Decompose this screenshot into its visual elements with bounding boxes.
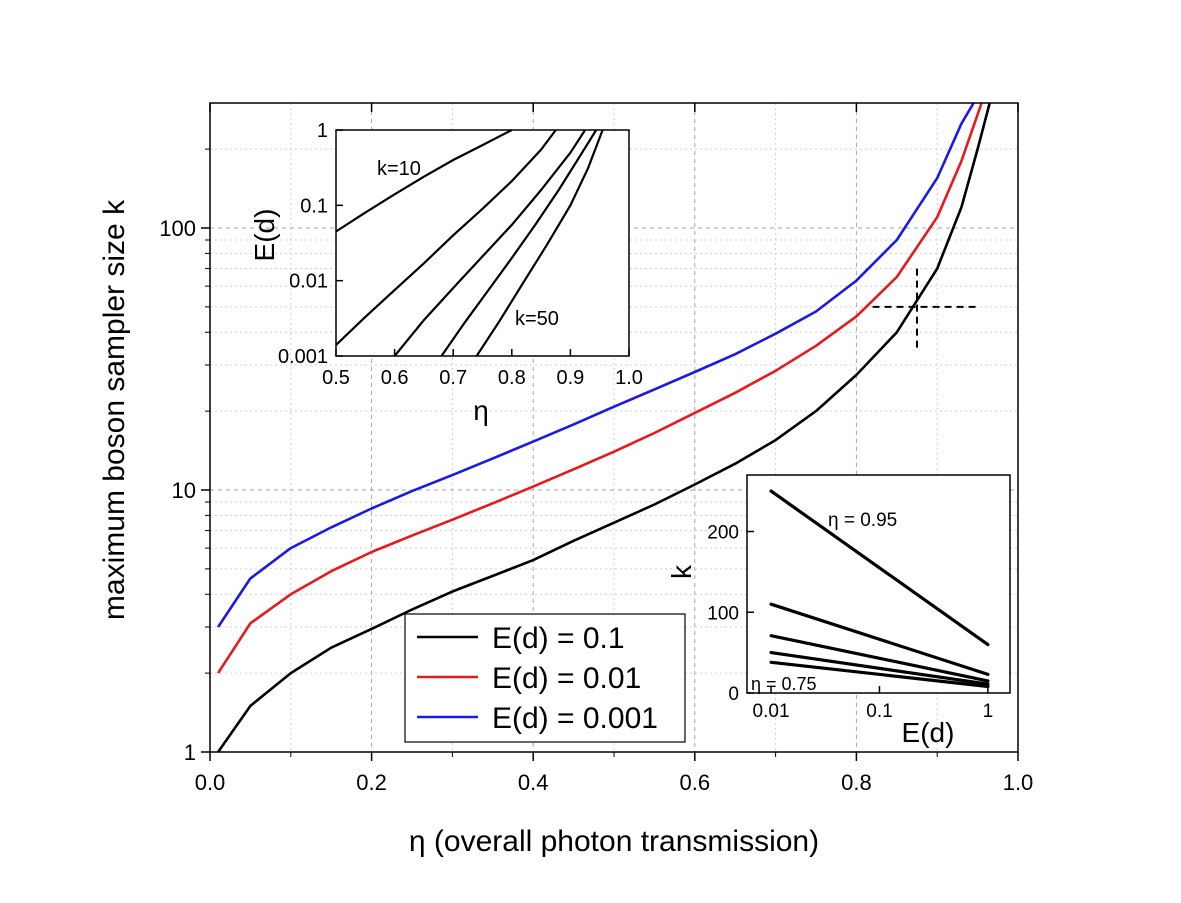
legend-label: E(d) = 0.1 (492, 622, 625, 655)
inset-error-vs-eta: 0.5 0.6 0.7 0.8 0.9 1.0 0.001 0.01 0.1 1 η E(d) k… (249, 120, 643, 426)
inset2-x-tick-label: 1 (983, 701, 994, 722)
x-tick-label: 0.8 (841, 770, 872, 795)
y-tick-label: 100 (159, 216, 196, 241)
inset1-curves (335, 129, 604, 357)
x-axis-label: η (overall photon transmission) (409, 825, 819, 858)
x-tick-label: 0.0 (195, 770, 226, 795)
crosshair-annotation (872, 268, 978, 351)
inset2-label-eta075: η = 0.75 (751, 674, 817, 694)
inset1-series-line (335, 129, 513, 233)
inset1-x-tick-label: 0.5 (322, 367, 350, 389)
inset1-series-line (393, 129, 587, 357)
inset2-axes: 0.01 0.1 1 0 100 200 (707, 523, 993, 722)
inset2-x-tick-label: 0.1 (866, 701, 892, 722)
x-tick-label: 0.4 (518, 770, 549, 795)
inset2-curves (769, 489, 990, 689)
legend: E(d) = 0.1 E(d) = 0.01 E(d) = 0.001 (404, 613, 686, 743)
inset1-y-tick-label: 0.001 (278, 346, 328, 368)
series-line (217, 102, 983, 674)
inset1-series-line (475, 129, 604, 357)
inset1-label-k10: k=10 (377, 158, 421, 180)
inset2-y-axis-label: k (666, 564, 697, 579)
inset1-x-tick-label: 0.8 (498, 367, 526, 389)
inset2-series-line (769, 634, 990, 683)
inset1-frame (335, 129, 630, 357)
x-tick-label: 0.6 (680, 770, 711, 795)
inset1-background (336, 130, 629, 356)
inset1-series-line (440, 129, 598, 357)
inset1-y-tick-label: 1 (317, 120, 328, 142)
inset1-x-axis-label: η (473, 395, 489, 426)
inset2-series-line (769, 602, 990, 677)
inset1-y-axis-label: E(d) (249, 209, 280, 262)
inset1-y-tick-label: 0.01 (289, 271, 328, 293)
y-tick-label: 1 (184, 740, 196, 765)
series-line (217, 102, 991, 753)
legend-label: E(d) = 0.01 (492, 662, 641, 695)
inset2-x-axis-label: E(d) (902, 717, 955, 748)
x-tick-label: 0.2 (356, 770, 387, 795)
x-tick-label: 1.0 (1003, 770, 1034, 795)
inset2-series-line (769, 489, 990, 647)
inset1-x-tick-label: 0.6 (381, 367, 409, 389)
inset2-frame (746, 474, 1011, 694)
series-line (217, 102, 975, 628)
legend-label: E(d) = 0.001 (492, 702, 658, 735)
inset2-y-tick-label: 100 (707, 603, 739, 624)
inset1-axes: 0.5 0.6 0.7 0.8 0.9 1.0 0.001 0.01 0.1 1 (278, 120, 643, 389)
inset1-label-k50: k=50 (515, 308, 559, 330)
main-curves (217, 102, 991, 753)
inset2-series-line (769, 660, 990, 689)
y-axis-label: maximum boson sampler size k (98, 199, 131, 620)
inset-k-vs-error: 0.01 0.1 1 0 100 200 E(d) k η = 0.95 η = 0.75 (666, 474, 1011, 748)
inset2-y-tick-label: 200 (707, 523, 739, 544)
inset1-x-tick-label: 1.0 (615, 367, 643, 389)
inset1-y-tick-label: 0.1 (300, 195, 328, 217)
inset1-series-line (335, 129, 557, 346)
y-tick-label: 10 (172, 478, 196, 503)
inset1-x-tick-label: 0.9 (556, 367, 584, 389)
inset1-x-tick-label: 0.7 (439, 367, 467, 389)
inset2-series-line (769, 650, 990, 686)
inset2-y-tick-label: 0 (728, 684, 739, 705)
inset2-x-tick-label: 0.01 (753, 701, 790, 722)
inset2-label-eta095: η = 0.95 (828, 510, 897, 531)
inset2-background (747, 475, 1010, 693)
